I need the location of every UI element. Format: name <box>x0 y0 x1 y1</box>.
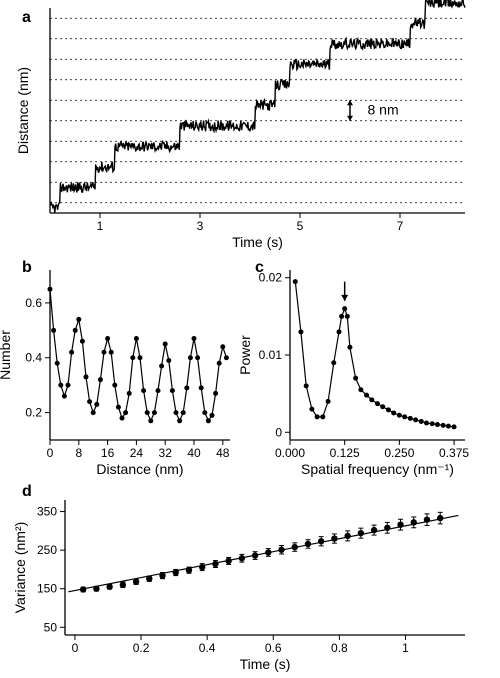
svg-text:0.250: 0.250 <box>384 446 414 460</box>
svg-text:8 nm: 8 nm <box>368 102 399 118</box>
svg-text:0.375: 0.375 <box>439 446 469 460</box>
svg-text:b: b <box>22 259 32 276</box>
svg-text:1: 1 <box>402 641 409 655</box>
svg-text:0: 0 <box>47 446 54 460</box>
svg-text:0.8: 0.8 <box>331 641 348 655</box>
svg-text:3: 3 <box>197 219 204 233</box>
svg-text:0.6: 0.6 <box>265 641 282 655</box>
svg-text:40: 40 <box>187 446 201 460</box>
svg-text:Power: Power <box>237 335 253 375</box>
svg-text:0: 0 <box>72 641 79 655</box>
svg-text:7: 7 <box>397 219 404 233</box>
svg-text:5: 5 <box>297 219 304 233</box>
svg-text:0.125: 0.125 <box>330 446 360 460</box>
svg-text:Time (s): Time (s) <box>240 656 291 672</box>
svg-text:16: 16 <box>101 446 115 460</box>
svg-text:d: d <box>22 483 32 500</box>
svg-text:24: 24 <box>130 446 144 460</box>
svg-text:350: 350 <box>37 505 57 519</box>
svg-text:0.4: 0.4 <box>25 351 42 365</box>
svg-text:48: 48 <box>216 446 230 460</box>
svg-text:Time (s): Time (s) <box>232 234 283 250</box>
svg-text:Spatial frequency (nm⁻¹): Spatial frequency (nm⁻¹) <box>301 461 454 477</box>
svg-text:a: a <box>22 9 31 26</box>
svg-text:0.2: 0.2 <box>25 406 42 420</box>
svg-text:0.2: 0.2 <box>133 641 150 655</box>
svg-text:50: 50 <box>44 620 58 634</box>
svg-text:8: 8 <box>75 446 82 460</box>
svg-text:Distance (nm): Distance (nm) <box>96 461 183 477</box>
svg-text:1: 1 <box>97 219 104 233</box>
svg-text:0.01: 0.01 <box>259 348 283 362</box>
svg-text:0.6: 0.6 <box>25 296 42 310</box>
svg-text:0.000: 0.000 <box>275 446 305 460</box>
svg-text:0.4: 0.4 <box>199 641 216 655</box>
svg-text:0.02: 0.02 <box>259 271 283 285</box>
svg-text:Distance (nm): Distance (nm) <box>15 67 31 154</box>
svg-text:32: 32 <box>159 446 173 460</box>
svg-text:Variance (nm²): Variance (nm²) <box>12 522 28 614</box>
svg-text:Number: Number <box>0 330 13 380</box>
svg-text:0: 0 <box>275 425 282 439</box>
svg-text:250: 250 <box>37 543 57 557</box>
svg-text:150: 150 <box>37 582 57 596</box>
